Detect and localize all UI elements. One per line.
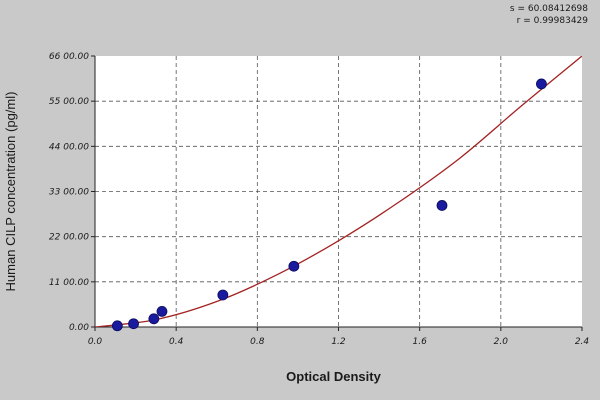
y-tick-label-6: 66 00.00: [49, 52, 89, 62]
x-tick-label-3: 1.2: [331, 337, 346, 347]
y-tick-label-0: 0.00: [69, 323, 89, 333]
x-tick-label-1: 0.4: [169, 337, 184, 347]
stat-r: r = 0.99983429: [516, 16, 588, 26]
x-tick-label-5: 2.0: [494, 337, 509, 347]
y-tick-label-3: 33 00.00: [49, 188, 89, 198]
x-tick-label-0: 0.0: [88, 337, 103, 347]
x-tick-label-2: 0.8: [250, 337, 265, 347]
data-point-5: [288, 260, 300, 272]
data-point-0: [111, 320, 123, 332]
data-point-3: [156, 305, 168, 317]
x-tick-label-6: 2.4: [575, 337, 590, 347]
data-point-1: [128, 318, 139, 330]
data-point-4: [217, 289, 229, 301]
y-tick-label-5: 55 00.00: [49, 97, 89, 107]
y-tick-label-4: 44 00.00: [49, 142, 89, 152]
x-axis-label: Optical Density: [286, 369, 381, 384]
y-tick-label-1: 11 00.00: [49, 278, 89, 288]
data-point-6: [436, 200, 448, 211]
stat-s: s = 60.08412698: [509, 4, 588, 14]
y-axis-label: Human CILP concentration (pg/ml): [3, 92, 18, 292]
fit-curve: [95, 56, 582, 327]
y-tick-label-2: 22 00.00: [49, 233, 89, 243]
data-point-2: [148, 313, 160, 325]
data-point-7: [536, 78, 547, 90]
x-tick-label-4: 1.6: [413, 337, 428, 347]
